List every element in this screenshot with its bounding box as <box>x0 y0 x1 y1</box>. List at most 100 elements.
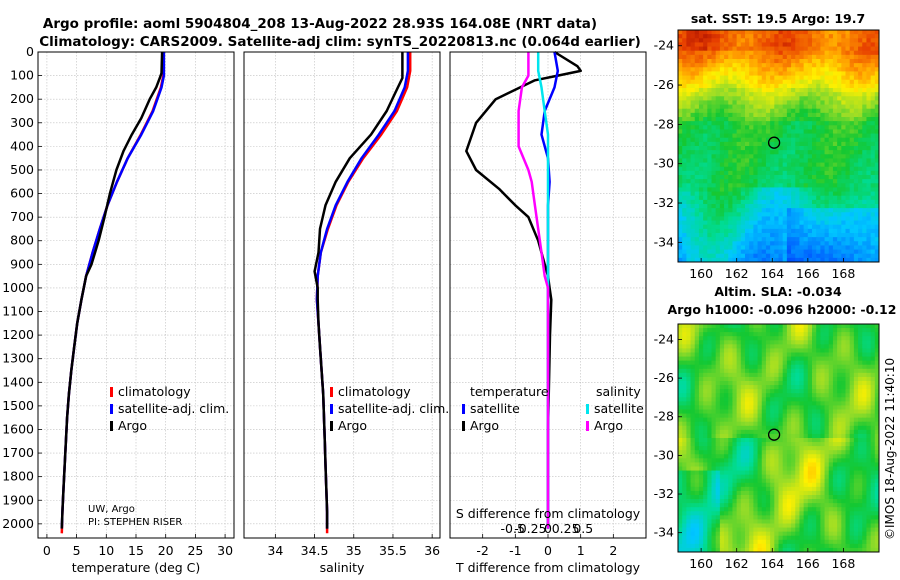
heatmap-cell <box>686 376 692 382</box>
heatmap-cell <box>782 100 788 106</box>
heatmap-cell <box>807 495 813 500</box>
heatmap-cell <box>816 421 821 427</box>
heatmap-cell <box>786 67 792 73</box>
heatmap-cell <box>799 146 805 151</box>
heatmap-cell <box>761 425 767 431</box>
heatmap-cell <box>715 220 721 226</box>
heatmap-cell <box>736 442 742 447</box>
heatmap-cell <box>853 100 859 106</box>
heatmap-cell <box>832 328 838 333</box>
heatmap-cell <box>778 83 784 89</box>
heatmap-cell <box>782 348 788 354</box>
heatmap-cell <box>749 108 754 114</box>
heatmap-cell <box>707 54 713 60</box>
heatmap-cell <box>828 125 834 131</box>
heatmap-cell <box>845 104 851 110</box>
heatmap-cell <box>786 208 792 213</box>
heatmap-cell <box>812 121 817 126</box>
heatmap-cell <box>816 212 821 218</box>
heatmap-cell <box>862 397 868 402</box>
heatmap-cell <box>715 208 721 213</box>
heatmap-cell <box>724 79 729 85</box>
heatmap-cell <box>728 166 734 172</box>
heatmap-cell <box>782 220 788 226</box>
heatmap-cell <box>694 59 700 64</box>
heatmap-cell <box>757 179 763 184</box>
heatmap-cell <box>732 59 738 64</box>
heatmap-cell <box>740 429 746 435</box>
heatmap-cell <box>807 117 813 122</box>
heatmap-cell <box>736 433 742 439</box>
heatmap-cell <box>715 470 721 476</box>
heatmap-cell <box>753 179 759 184</box>
heatmap-cell <box>749 474 754 480</box>
heatmap-cell <box>686 83 692 89</box>
legend-marker-climatology <box>110 387 113 397</box>
heatmap-cell <box>732 179 738 184</box>
heatmap-cell <box>698 376 704 382</box>
heatmap-cell <box>853 96 859 102</box>
heatmap-cell <box>740 352 746 358</box>
heatmap-cell <box>799 364 805 370</box>
heatmap-cell <box>870 199 876 205</box>
heatmap-cell <box>874 166 879 172</box>
heatmap-cell <box>774 154 780 160</box>
heatmap-cell <box>862 401 868 407</box>
heatmap-cell <box>724 495 729 500</box>
heatmap-cell <box>812 490 817 496</box>
heatmap-cell <box>732 46 738 52</box>
heatmap-cell <box>719 212 725 218</box>
heatmap-cell <box>778 344 784 350</box>
heatmap-cell <box>765 372 771 378</box>
heatmap-cell <box>837 220 842 226</box>
heatmap-cell <box>715 389 721 394</box>
heatmap-cell <box>795 429 801 435</box>
heatmap-cell <box>698 233 704 238</box>
heatmap-cell <box>837 462 842 468</box>
heatmap-cell <box>736 462 742 468</box>
heatmap-cell <box>803 393 809 398</box>
heatmap-cell <box>686 344 692 350</box>
heatmap-cell <box>740 470 746 476</box>
heatmap-cell <box>841 393 847 398</box>
heatmap-cell <box>853 154 859 160</box>
heatmap-cell <box>824 187 830 193</box>
heatmap-cell <box>770 158 775 164</box>
heatmap-cell <box>837 104 842 110</box>
heatmap-cell <box>828 187 834 193</box>
heatmap-cell <box>678 478 683 484</box>
heatmap-cell <box>853 220 859 226</box>
heatmap-cell <box>845 486 851 492</box>
heatmap-cell <box>803 30 809 35</box>
heatmap-cell <box>719 474 725 480</box>
heatmap-cell <box>753 83 759 89</box>
heatmap-cell <box>715 38 721 44</box>
heatmap-cell <box>724 46 729 52</box>
heatmap-cell <box>786 30 792 35</box>
heatmap-cell <box>824 364 830 370</box>
heatmap-cell <box>782 450 788 455</box>
heatmap-cell <box>753 368 759 374</box>
heatmap-cell <box>694 63 700 68</box>
heatmap-cell <box>682 376 687 382</box>
heatmap-cell <box>820 208 826 213</box>
heatmap-cell <box>845 141 851 147</box>
heatmap-cell <box>678 154 683 160</box>
heatmap-cell <box>682 352 687 358</box>
heatmap-cell <box>812 393 817 398</box>
heatmap-cell <box>761 30 767 35</box>
heatmap-cell <box>782 104 788 110</box>
heatmap-cell <box>795 46 801 52</box>
heatmap-cell <box>812 38 817 44</box>
heatmap-cell <box>820 204 826 209</box>
heatmap-cell <box>812 450 817 455</box>
heatmap-cell <box>870 170 876 176</box>
heatmap-cell <box>761 71 767 77</box>
y-tick-label: 1600 <box>2 421 34 436</box>
heatmap-cell <box>765 83 771 89</box>
heatmap-cell <box>770 241 775 247</box>
heatmap-cell <box>791 170 796 176</box>
heatmap-cell <box>824 368 830 374</box>
heatmap-cell <box>858 179 863 184</box>
